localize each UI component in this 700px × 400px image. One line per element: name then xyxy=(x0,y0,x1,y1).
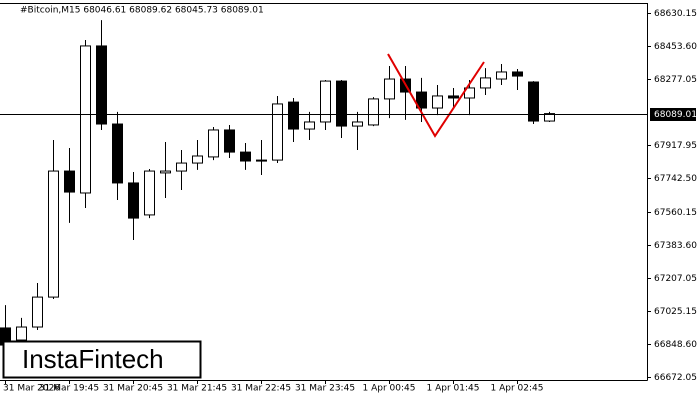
x-tick-label: 1 Apr 01:45 xyxy=(427,384,480,394)
candle-body xyxy=(288,101,299,130)
x-tick-label: 31 Mar 23:45 xyxy=(295,384,355,394)
x-tick-label: 1 Apr 00:45 xyxy=(363,384,416,394)
x-tick-label: 31 Mar 22:45 xyxy=(231,384,291,394)
candle-body xyxy=(144,170,155,216)
candle-body xyxy=(160,170,171,174)
candle-body xyxy=(496,71,507,80)
candles xyxy=(0,20,555,351)
y-tick-label: 67742.50 xyxy=(654,174,697,184)
chart-title: #Bitcoin,M15 68046.61 68089.62 68045.73 … xyxy=(20,6,264,16)
x-tick-label: 31 Mar 20:45 xyxy=(103,384,163,394)
y-tick-label: 66672.05 xyxy=(654,373,697,383)
x-tick-label: 31 Mar 2026 xyxy=(3,384,60,394)
candle-body xyxy=(432,95,443,109)
candle-body xyxy=(64,170,75,193)
candle-body xyxy=(208,129,219,158)
y-tick-label: 68277.05 xyxy=(654,75,697,85)
candle-body xyxy=(384,78,395,100)
candle-body xyxy=(96,45,107,125)
pattern-line xyxy=(387,53,485,138)
logo: InstaFintech xyxy=(22,344,164,374)
y-tick-label: 67025.15 xyxy=(654,307,697,317)
current-price-box xyxy=(650,108,696,121)
candle-body xyxy=(112,123,123,184)
candle-body xyxy=(240,151,251,162)
candle-body xyxy=(304,121,315,130)
y-tick-label: 68630.15 xyxy=(654,9,697,19)
candle-body xyxy=(128,182,139,219)
candle-body xyxy=(512,71,523,77)
candle-body xyxy=(272,103,283,161)
candle-body xyxy=(448,95,459,99)
y-tick-label: 67917.95 xyxy=(654,141,697,151)
candle-body xyxy=(32,296,43,328)
y-tick-label: 66848.60 xyxy=(654,340,697,350)
x-tick-label: 31 Mar 21:45 xyxy=(167,384,227,394)
candle-body xyxy=(80,45,91,194)
x-tick-label: 31 Mar 19:45 xyxy=(39,384,99,394)
candle-body xyxy=(48,170,59,298)
candle-body xyxy=(224,129,235,153)
candle-body xyxy=(528,81,539,122)
candle-body xyxy=(192,155,203,164)
candle-body xyxy=(480,77,491,89)
x-tick-label: 1 Apr 02:45 xyxy=(491,384,544,394)
candle-body xyxy=(256,159,267,162)
y-tick-label: 68453.60 xyxy=(654,42,697,52)
candle-body xyxy=(352,121,363,127)
candle-body xyxy=(176,162,187,172)
candle-body xyxy=(416,91,427,109)
candle-body xyxy=(368,98,379,126)
current-price-label: 68089.01 xyxy=(654,110,697,120)
candle-body xyxy=(320,80,331,123)
y-tick-label: 67207.05 xyxy=(654,274,697,284)
candle-body xyxy=(336,80,347,127)
y-tick-label: 67560.15 xyxy=(654,208,697,218)
y-tick-label: 67383.60 xyxy=(654,241,697,251)
candle-body xyxy=(16,326,27,341)
logo-box xyxy=(2,340,202,379)
candle-body xyxy=(544,113,555,122)
